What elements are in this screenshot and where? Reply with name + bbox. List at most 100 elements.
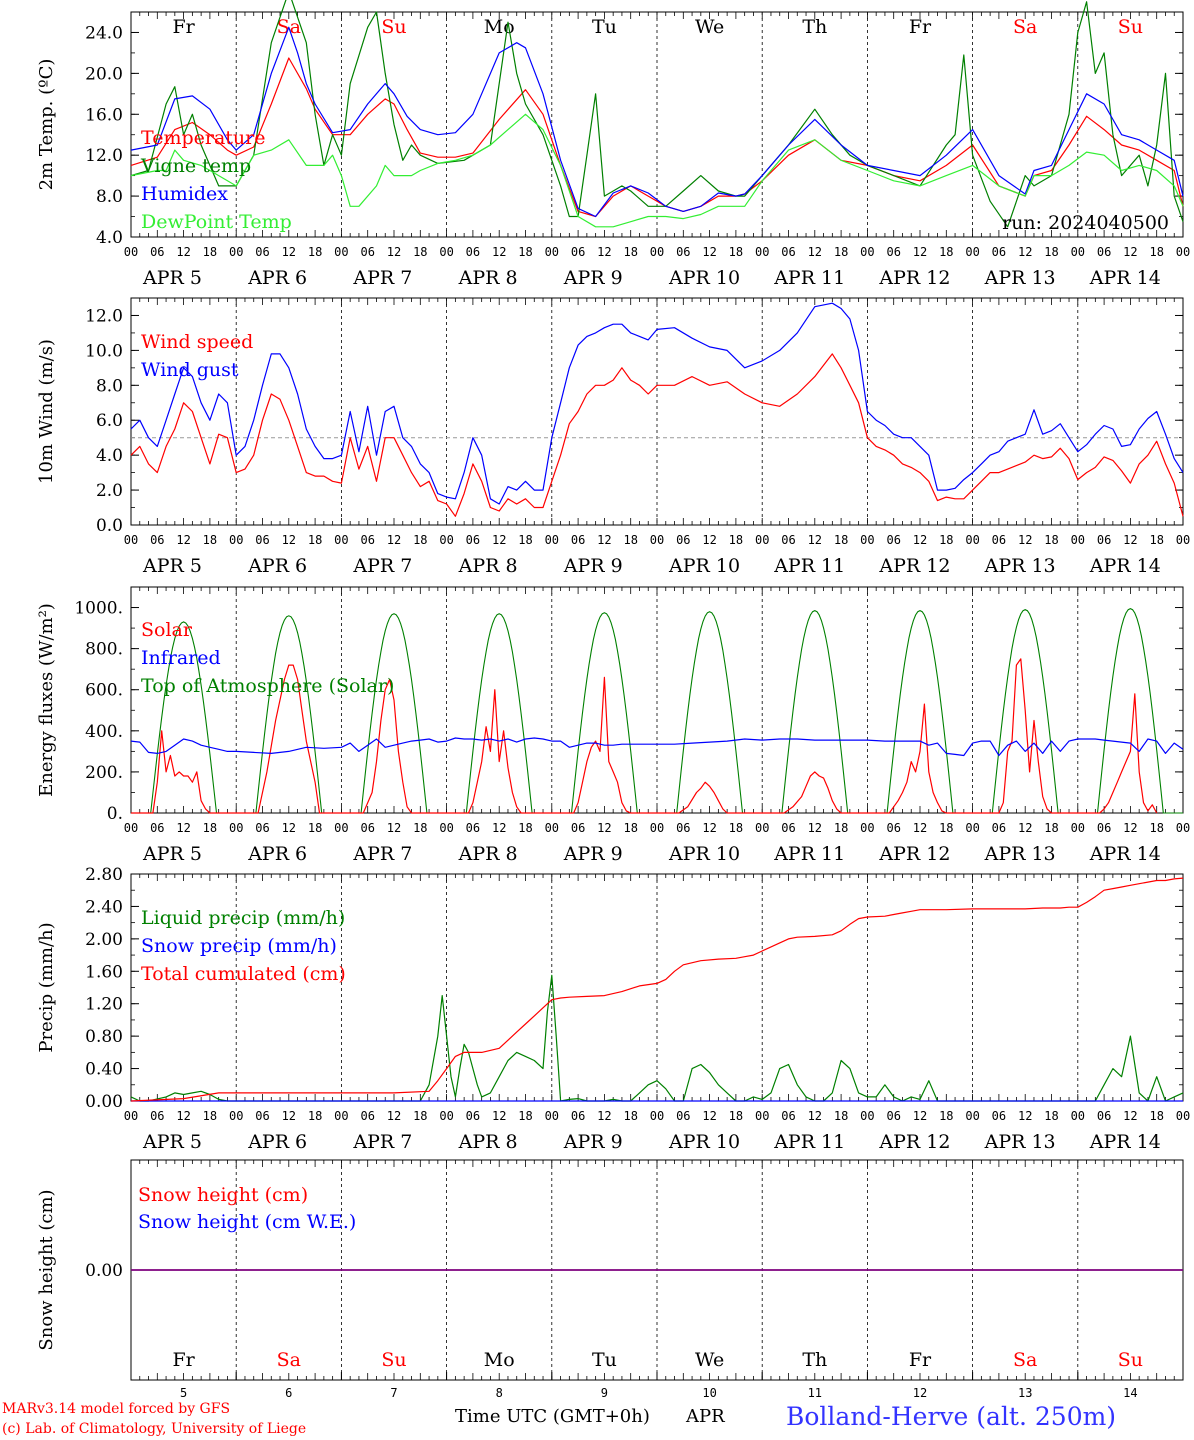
- hour-label: 06: [255, 821, 269, 835]
- hour-label: 06: [886, 821, 900, 835]
- date-label: APR 7: [352, 267, 412, 289]
- hour-label: 06: [255, 1109, 269, 1123]
- hour-label: 12: [597, 1109, 611, 1123]
- hour-label: 12: [282, 533, 296, 547]
- date-label: APR 7: [352, 843, 412, 865]
- day-of-week-label: Tu: [592, 1349, 617, 1371]
- hour-label: 06: [360, 245, 374, 259]
- hour-label: 00: [1176, 821, 1190, 835]
- hour-label: 06: [466, 821, 480, 835]
- y-tick-label: 2.0: [96, 481, 123, 501]
- y-tick-label: 1.20: [85, 995, 123, 1015]
- hour-label: 00: [545, 1109, 559, 1123]
- date-label: APR 11: [773, 555, 845, 577]
- y-tick-label: 0.: [107, 804, 123, 824]
- hour-label: 06: [676, 1109, 690, 1123]
- hour-label: 06: [1097, 821, 1111, 835]
- y-tick-label: 1.60: [85, 962, 123, 982]
- date-label: APR 8: [458, 1131, 518, 1153]
- date-label: APR 13: [984, 555, 1056, 577]
- hour-label: 12: [913, 1109, 927, 1123]
- day-of-week-label: Sa: [277, 1349, 301, 1371]
- legend-entry: DewPoint Temp: [141, 211, 292, 233]
- hour-label: 00: [860, 821, 874, 835]
- hour-label: 12: [282, 1109, 296, 1123]
- hour-label: 12: [808, 1109, 822, 1123]
- hour-label: 00: [439, 821, 453, 835]
- precip-panel: 0.00 0.40 0.80 1.20 1.60 2.00 2.40 2.80 Precip (…: [36, 865, 1190, 1153]
- energy-panel: 0. 200. 400. 600. 800. 1000. Energy fluxes (W/…: [36, 586, 1190, 865]
- legend-entry: Wind speed: [141, 331, 253, 353]
- wind-panel: 0.0 2.0 4.0 6.0 8.0 10.0 12.0 10m Wind (m/s) 00 0…: [36, 297, 1190, 577]
- snow-ylabel: Snow height (cm): [36, 1189, 57, 1350]
- hour-label: 18: [729, 1109, 743, 1123]
- y-tick-label: 600.: [85, 681, 123, 701]
- date-label: APR 6: [247, 267, 307, 289]
- hour-label: 06: [150, 1109, 164, 1123]
- hour-label: 06: [886, 1109, 900, 1123]
- hour-label: 12: [1123, 533, 1137, 547]
- y-tick-label: 0.40: [85, 1060, 123, 1080]
- hour-label: 00: [229, 1109, 243, 1123]
- date-label: APR 14: [1089, 555, 1161, 577]
- hour-label: 12: [492, 245, 506, 259]
- hour-label: 00: [755, 821, 769, 835]
- hour-label: 06: [466, 245, 480, 259]
- hour-label: 18: [1149, 1109, 1163, 1123]
- date-label: APR 13: [984, 843, 1056, 865]
- hour-label: 00: [545, 533, 559, 547]
- hour-label: 06: [886, 245, 900, 259]
- month-label: APR: [685, 1406, 725, 1427]
- y-tick-label: 12.0: [85, 146, 123, 166]
- day-of-week-label: Fr: [172, 16, 195, 38]
- energy-series-1: [130, 737, 1184, 757]
- hour-label: 12: [913, 533, 927, 547]
- time-axis-label: Time UTC (GMT+0h): [455, 1406, 650, 1427]
- date-label: APR 10: [668, 267, 740, 289]
- hour-label: 06: [992, 821, 1006, 835]
- hour-label: 12: [387, 533, 401, 547]
- hour-label: 12: [1123, 821, 1137, 835]
- wind-series-0: [130, 353, 1184, 517]
- date-label: APR 9: [563, 1131, 623, 1153]
- hour-label: 00: [229, 821, 243, 835]
- hour-label: 18: [729, 533, 743, 547]
- hour-label: 00: [545, 821, 559, 835]
- date-label: APR 5: [142, 555, 202, 577]
- hour-label: 06: [1097, 1109, 1111, 1123]
- y-tick-label: 0.00: [85, 1092, 123, 1112]
- date-label: APR 7: [352, 1131, 412, 1153]
- hour-label: 00: [965, 821, 979, 835]
- hour-label: 12: [1018, 1109, 1032, 1123]
- hour-label: 18: [203, 533, 217, 547]
- hour-label: 00: [334, 533, 348, 547]
- legend-entry: Snow height (cm W.E.): [138, 1211, 356, 1233]
- hour-label: 00: [545, 245, 559, 259]
- model-credit: MARv3.14 model forced by GFS: [2, 1401, 230, 1417]
- hour-label: 12: [387, 821, 401, 835]
- hour-label: 18: [1044, 245, 1058, 259]
- hour-label: 00: [755, 1109, 769, 1123]
- day-number-label: 8: [496, 1386, 503, 1400]
- hour-label: 06: [466, 533, 480, 547]
- hour-label: 18: [518, 245, 532, 259]
- hour-label: 18: [308, 533, 322, 547]
- hour-label: 18: [203, 1109, 217, 1123]
- date-label: APR 12: [878, 843, 950, 865]
- y-tick-label: 0.80: [85, 1027, 123, 1047]
- day-number-label: 9: [601, 1386, 608, 1400]
- hour-label: 18: [623, 245, 637, 259]
- hour-label: 06: [992, 533, 1006, 547]
- hour-label: 06: [1097, 533, 1111, 547]
- hour-label: 00: [650, 245, 664, 259]
- day-number-label: 7: [390, 1386, 397, 1400]
- date-label: APR 7: [352, 555, 412, 577]
- y-tick-label: 6.0: [96, 411, 123, 431]
- hour-label: 00: [965, 1109, 979, 1123]
- temp-ylabel: 2m Temp. (ºC): [36, 59, 57, 191]
- wind-ylabel: 10m Wind (m/s): [36, 339, 57, 484]
- hour-label: 06: [150, 821, 164, 835]
- hour-label: 00: [1176, 533, 1190, 547]
- day-number-label: 14: [1123, 1386, 1137, 1400]
- y-tick-label: 4.0: [96, 228, 123, 248]
